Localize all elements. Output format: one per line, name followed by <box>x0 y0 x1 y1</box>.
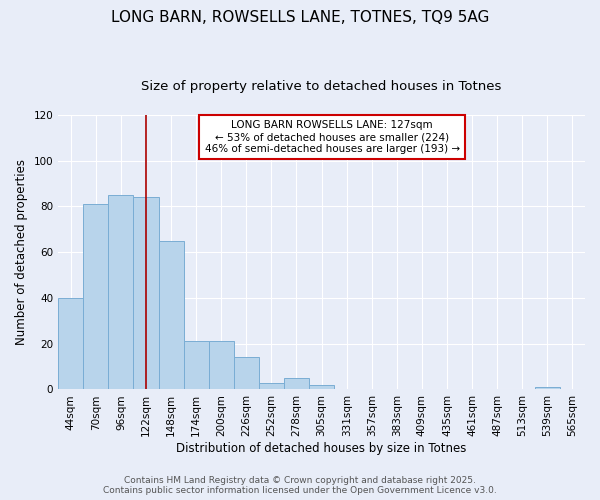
Bar <box>58 298 83 390</box>
Bar <box>83 204 109 390</box>
Bar <box>284 378 309 390</box>
Bar <box>109 195 133 390</box>
Text: Contains HM Land Registry data © Crown copyright and database right 2025.
Contai: Contains HM Land Registry data © Crown c… <box>103 476 497 495</box>
Bar <box>184 342 209 390</box>
X-axis label: Distribution of detached houses by size in Totnes: Distribution of detached houses by size … <box>176 442 467 455</box>
Bar <box>259 382 284 390</box>
Y-axis label: Number of detached properties: Number of detached properties <box>15 159 28 345</box>
Text: LONG BARN, ROWSELLS LANE, TOTNES, TQ9 5AG: LONG BARN, ROWSELLS LANE, TOTNES, TQ9 5A… <box>111 10 489 25</box>
Bar <box>158 241 184 390</box>
Bar <box>234 358 259 390</box>
Bar <box>133 198 158 390</box>
Title: Size of property relative to detached houses in Totnes: Size of property relative to detached ho… <box>142 80 502 93</box>
Text: LONG BARN ROWSELLS LANE: 127sqm
← 53% of detached houses are smaller (224)
46% o: LONG BARN ROWSELLS LANE: 127sqm ← 53% of… <box>205 120 460 154</box>
Bar <box>309 385 334 390</box>
Bar <box>535 387 560 390</box>
Bar <box>209 342 234 390</box>
